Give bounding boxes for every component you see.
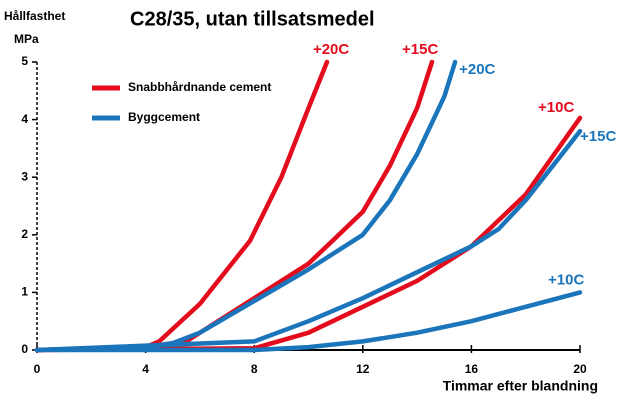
curve-label: +10C [538,99,574,116]
y-tick-label: 3 [21,169,28,183]
curve-label: +20C [459,61,495,78]
y-tick-label: 4 [21,112,28,126]
line [34,115,583,353]
curve-label: +20C [313,41,349,58]
x-axis-label: Timmar efter blandning [443,378,598,394]
legend-label: Byggcement [128,110,200,124]
chart-title: C28/35, utan tillsatsmedel [130,8,375,30]
line [34,128,583,353]
curve-label: +15C [580,128,616,145]
x-tick-label: 4 [142,362,149,376]
x-tick-label: 20 [573,362,587,376]
curve-label: +10C [548,271,584,288]
line [34,290,583,353]
line [34,59,458,353]
legend-label: Snabbhårdnande cement [128,80,271,94]
y-tick-label: 2 [21,227,28,241]
y-tick-label: 5 [21,54,28,68]
x-tick-label: 12 [356,362,370,376]
y-axis-label: MPa [14,32,39,46]
line [34,59,330,353]
y-tick-label: 1 [21,285,28,299]
y-tick-label: 0 [21,342,28,356]
x-tick-label: 0 [34,362,41,376]
line [34,59,435,353]
curve-label: +15C [402,41,438,58]
x-tick-label: 8 [251,362,258,376]
x-tick-label: 16 [465,362,479,376]
y-axis-label: Hållfasthet [4,9,65,23]
